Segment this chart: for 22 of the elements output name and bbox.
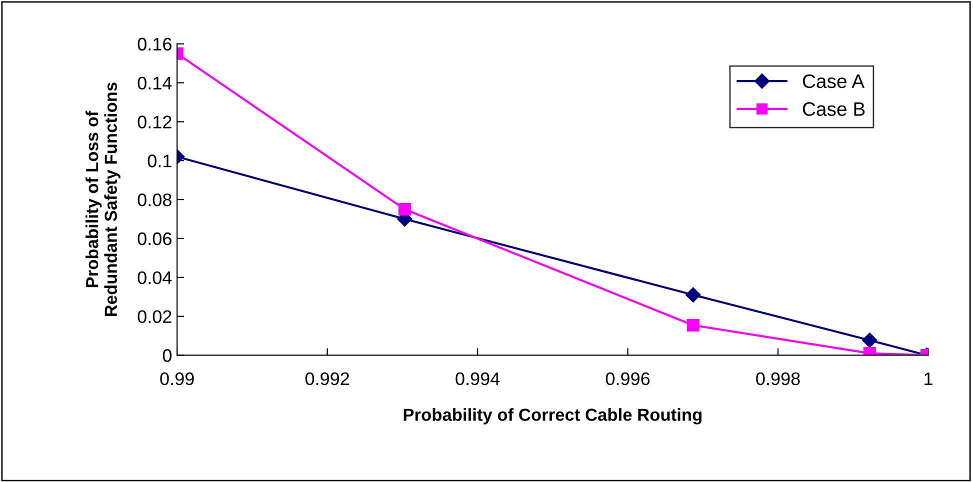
point xyxy=(862,332,878,348)
y-tick-label: 0.06 xyxy=(138,232,172,246)
legend-label: Case A xyxy=(802,74,865,88)
point xyxy=(686,319,700,332)
x-axis-title: Probability of Correct Cable Routing xyxy=(404,408,702,424)
x-tick-label: 0.992 xyxy=(305,372,350,386)
y-tick-label: 0.16 xyxy=(138,38,172,51)
x-tick-label: 0.99 xyxy=(160,372,194,386)
y-tick-label: 0.08 xyxy=(138,193,172,206)
x-tick-label: 0.994 xyxy=(456,372,500,386)
x-tick-label: 0.998 xyxy=(756,372,800,386)
y-tick-label: 0.04 xyxy=(138,271,172,284)
y-tick-label: 0.12 xyxy=(138,116,172,128)
y-axis-title: Probability of Loss of Redundant Safety Functions xyxy=(86,82,120,316)
y-tick-label: 0.02 xyxy=(138,310,172,324)
y-tick-label: 0 xyxy=(162,349,172,362)
x-tick-label: 0.996 xyxy=(606,372,650,386)
x-tick-label: 1 xyxy=(924,372,932,385)
point xyxy=(686,287,701,302)
y-tick-label: 0.14 xyxy=(138,76,172,90)
y-tick-label: 0.1 xyxy=(148,154,172,168)
legend-label: Case B xyxy=(802,102,865,116)
